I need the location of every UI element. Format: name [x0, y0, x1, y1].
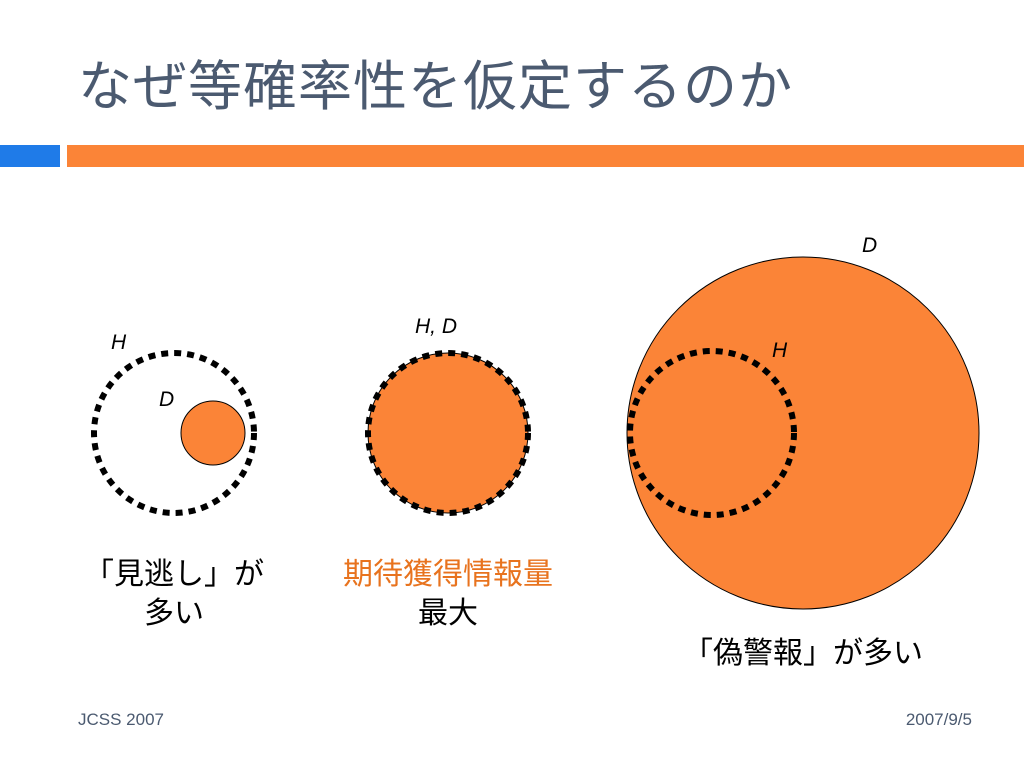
caption-line: 最大 — [418, 596, 478, 631]
footer-event: JCSS 2007 — [78, 710, 164, 729]
caption-line: 期待獲得情報量 — [343, 557, 553, 592]
caption-miss: 「見逃し」が 多い — [84, 555, 264, 633]
caption-line: 多い — [144, 596, 204, 631]
slide-title: なぜ等確率性を仮定するのか — [78, 55, 793, 118]
caption-line: 「偽警報」が多い — [683, 636, 923, 671]
set-d-circle — [626, 256, 980, 610]
set-h-label: H — [772, 339, 788, 362]
set-d-circle — [180, 400, 246, 466]
caption-line: 「見逃し」が — [84, 557, 264, 592]
set-d-label: D — [159, 388, 174, 411]
panel-miss: H D — [91, 331, 257, 516]
set-d-label: D — [862, 234, 877, 257]
set-h-dashed-circle — [91, 350, 257, 516]
title-rule-orange-bar — [67, 145, 1024, 167]
caption-max-info: 期待獲得情報量 最大 — [318, 555, 578, 633]
set-h-dashed-circle — [365, 350, 531, 516]
set-h-label: H — [111, 331, 127, 354]
caption-false-alarm: 「偽警報」が多い — [660, 634, 946, 673]
set-h-dashed-circle — [627, 348, 797, 518]
panel-false-alarm: D H — [626, 234, 980, 610]
panel-max-info: H, D — [365, 315, 531, 516]
footer-date: 2007/9/5 — [905, 710, 972, 729]
set-hd-label: H, D — [415, 315, 457, 338]
title-rule-blue-segment — [0, 145, 60, 167]
